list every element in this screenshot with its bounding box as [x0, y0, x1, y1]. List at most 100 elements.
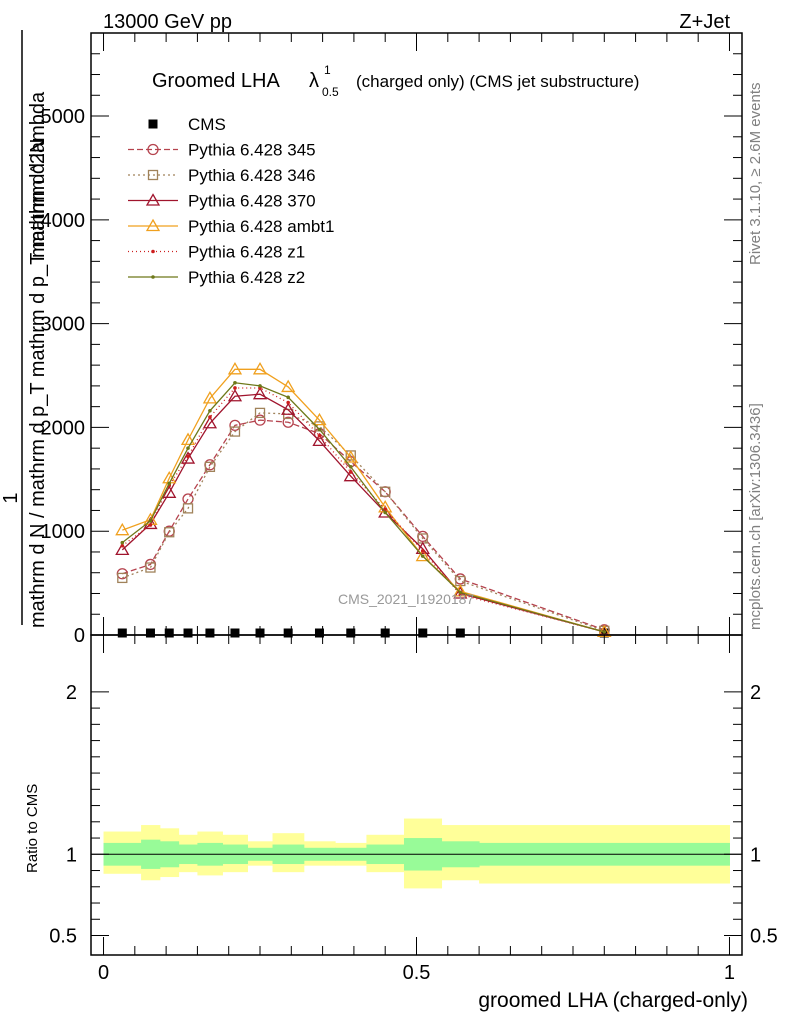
data-point: [383, 510, 388, 515]
data-point: [346, 628, 356, 638]
data-point: [343, 450, 358, 463]
legend-label: Pythia 6.428 ambt1: [188, 217, 334, 236]
data-point: [186, 454, 190, 459]
data-point: [208, 415, 212, 419]
data-point: [233, 386, 237, 390]
data-point: [162, 485, 177, 498]
data-point: [167, 481, 172, 486]
legend-marker: [151, 249, 155, 254]
data-point: [227, 361, 243, 375]
data-point: [286, 400, 290, 405]
data-point: [420, 554, 425, 558]
data-point: [186, 446, 190, 450]
data-point: [343, 468, 358, 482]
legend-label: Pythia 6.428 z1: [188, 243, 305, 262]
data-point: [314, 628, 324, 638]
data-point: [117, 572, 128, 584]
title-lambda: λ: [309, 70, 319, 92]
y-tick-label: 5000: [41, 106, 86, 128]
series-line: [121, 382, 605, 633]
ratio-y-axis-label: Ratio to CMS: [24, 784, 41, 873]
data-point: [458, 590, 463, 595]
data-point: [204, 461, 216, 473]
data-point: [115, 542, 130, 556]
ratio-y-tick-label: 2: [750, 682, 761, 704]
rivet-version-label: Rivet 3.1.10, ≥ 2.6M events: [747, 83, 764, 266]
data-point: [415, 541, 430, 555]
data-point: [164, 628, 174, 638]
title-superscript: 1: [324, 63, 331, 77]
x-tick-label: 0: [98, 962, 109, 984]
data-point: [227, 388, 243, 402]
series-pythia-6-428-z2: [120, 380, 607, 634]
x-axis-label: groomed LHA (charged-only): [478, 989, 748, 1012]
series-line: [122, 419, 605, 631]
ylabel-top: mathrm d^2N: [27, 139, 49, 258]
ylabel-numerator: 1: [0, 492, 22, 503]
title-subscript: 0.5: [322, 85, 339, 99]
y-tick-label: 1000: [41, 521, 86, 543]
data-point: [233, 380, 237, 385]
data-point: [148, 523, 153, 527]
data-point: [418, 628, 428, 638]
ratio-plot-panel: 0 0.5 1 0.5 0.5 1 1 2 2: [49, 634, 778, 984]
ratio-y-tick-label: 0.5: [49, 926, 77, 948]
data-point: [317, 427, 322, 432]
plot-title: Groomed LHA λ 1 0.5 (charged only) (CMS …: [152, 63, 639, 99]
y-tick-label: 0: [74, 625, 85, 647]
legend-label: Pythia 6.428 370: [188, 192, 316, 211]
data-point: [229, 426, 241, 437]
legend-label: CMS: [188, 115, 226, 134]
main-plot-panel: 0 1000 2000 3000 4000 5000: [41, 32, 743, 647]
legend-marker: [145, 218, 161, 232]
data-point: [380, 628, 390, 638]
ratio-y-tick-label: 0.5: [750, 926, 778, 948]
data-point: [164, 527, 175, 538]
legend-marker: [147, 143, 159, 156]
data-point: [420, 549, 425, 553]
series-cms: [117, 628, 609, 638]
data-point: [312, 412, 327, 426]
x-tick-label: 1: [724, 962, 735, 984]
data-point: [281, 402, 296, 415]
data-point: [205, 628, 215, 638]
title-main: Groomed LHA: [152, 70, 280, 92]
ratio-y-tick-label: 1: [66, 844, 77, 866]
data-point: [455, 628, 465, 638]
main-y-axis-label: 1 mathrm d N / mathrm d p_T mathrm d p_T…: [0, 30, 49, 628]
series-line: [121, 393, 605, 633]
y-tick-label: 4000: [41, 210, 86, 232]
data-point: [286, 395, 290, 400]
data-point: [180, 432, 196, 446]
data-point: [282, 416, 294, 428]
data-point: [115, 522, 130, 536]
legend-marker: [148, 119, 158, 129]
data-point: [202, 391, 218, 404]
data-point: [117, 628, 127, 638]
data-point: [230, 628, 240, 638]
data-point: [180, 451, 196, 464]
legend-label: Pythia 6.428 345: [188, 141, 316, 160]
header-energy-label: 13000 GeV pp: [103, 11, 232, 33]
x-tick-label: 0.5: [403, 962, 431, 984]
series-pythia-6-428-z1: [120, 386, 607, 634]
legend-label: Pythia 6.428 z2: [188, 268, 305, 287]
data-point: [348, 470, 353, 474]
series-pythia-6-428-370: [115, 386, 612, 638]
data-point: [145, 562, 156, 573]
ratio-y-tick-label: 1: [750, 844, 761, 866]
data-point: [145, 628, 155, 638]
legend-marker: [147, 169, 159, 181]
ratio-y-tick-label: 2: [66, 682, 77, 704]
data-point: [148, 519, 153, 523]
data-point: [120, 543, 125, 548]
legend-marker: [145, 193, 161, 206]
data-point: [602, 630, 607, 634]
data-point: [255, 628, 265, 638]
legend: CMS Pythia 6.428 345 Pythia 6.428 346 Pythi…: [128, 115, 334, 287]
header-process-label: Z+Jet: [679, 11, 730, 33]
legend-marker: [151, 275, 155, 279]
data-point: [229, 419, 241, 431]
data-point: [254, 414, 266, 426]
